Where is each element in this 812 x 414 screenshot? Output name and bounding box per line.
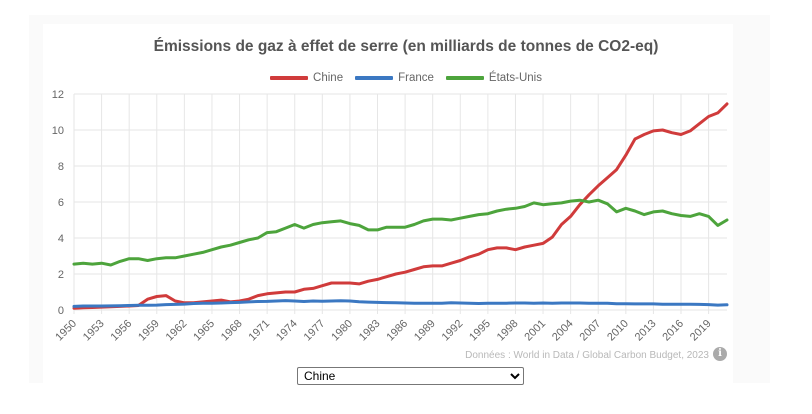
legend-swatch-france [355,76,394,80]
x-tick-label: 1986 [384,318,410,344]
legend-item-chine[interactable]: Chine [270,72,343,84]
chart-title: Émissions de gaz à effet de serre (en mi… [153,38,659,55]
legend-swatch-chine [270,76,309,80]
x-tick-label: 2019 [688,318,714,344]
legend-item-etats-unis[interactable]: États-Unis [445,72,542,84]
x-tick-label: 1992 [440,318,466,344]
info-icon[interactable]: i [713,347,727,361]
y-tick-label: 0 [58,305,64,317]
x-tick-label: 1974 [274,318,300,344]
legend-label-chine: Chine [313,72,344,84]
x-tick-label: 2001 [522,318,548,344]
x-tick-label: 1956 [109,318,135,344]
y-tick-label: 8 [58,161,64,173]
x-tick-label: 1968 [219,318,245,344]
x-tick-label: 1983 [357,318,383,344]
x-tick-label: 1953 [81,318,107,344]
chart-legend: Chine France États-Unis [0,72,812,84]
x-tick-label: 1959 [136,318,162,344]
x-tick-label: 1950 [53,318,79,344]
legend-item-france[interactable]: France [355,72,434,84]
x-tick-label: 1965 [191,318,217,344]
y-tick-label: 2 [58,269,64,281]
x-tick-label: 2007 [578,318,604,344]
legend-label-etats-unis: États-Unis [488,72,542,84]
legend-swatch-etats-unis [445,76,484,80]
series-line-chine [72,102,729,310]
y-tick-label: 4 [58,233,64,245]
x-tick-label: 1962 [164,318,190,344]
series-line-etats-unis [72,198,729,267]
x-tick-label: 2013 [633,318,659,344]
y-tick-label: 6 [58,197,64,209]
x-tick-label: 1989 [412,318,438,344]
x-tick-label: 1995 [467,318,493,344]
country-select[interactable]: Chine [297,367,524,385]
x-tick-label: 1971 [246,318,272,344]
x-tick-label: 1980 [329,318,355,344]
x-tick-label: 2010 [605,318,631,344]
x-tick-label: 1977 [302,318,328,344]
data-source: Données : World in Data / Global Carbon … [465,350,709,361]
y-tick-label: 10 [52,125,64,137]
legend-label-france: France [398,72,434,84]
x-tick-label: 2004 [550,318,576,344]
x-tick-label: 2016 [660,318,686,344]
series-line-france [72,299,729,308]
y-tick-label: 12 [52,89,64,101]
x-tick-label: 1998 [495,318,521,344]
chart-card [43,24,733,383]
